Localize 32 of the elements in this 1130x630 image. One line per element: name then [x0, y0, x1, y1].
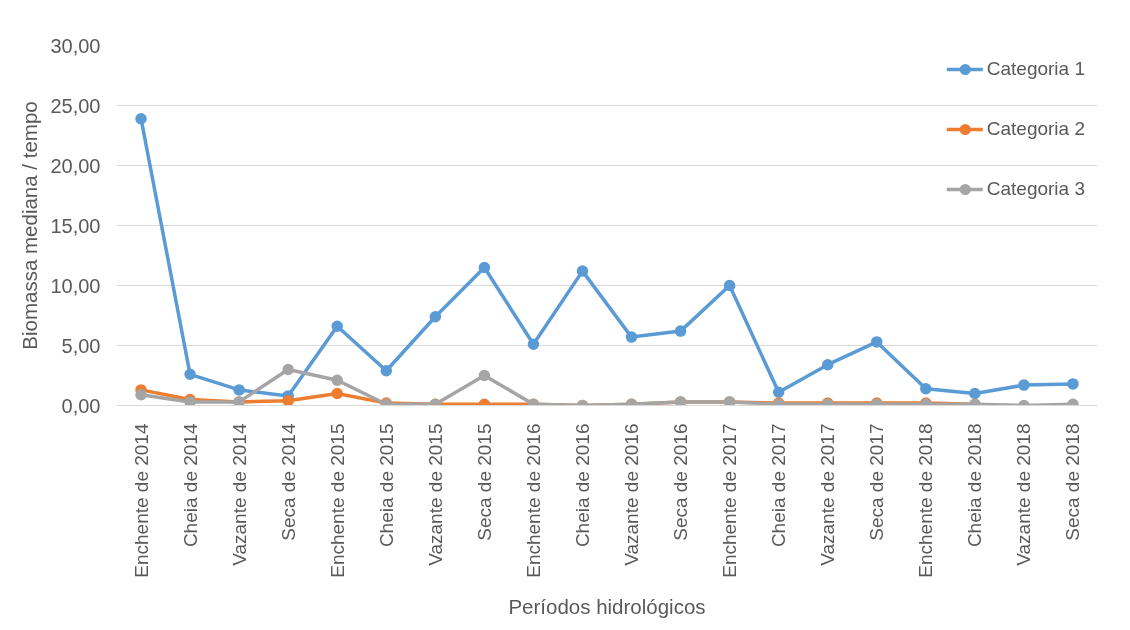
x-tick-label: Enchente de 2016 [522, 423, 544, 578]
legend-label: Categoria 2 [986, 118, 1085, 140]
x-tick-label: Seca de 2015 [473, 423, 495, 541]
x-tick-label: Vazante de 2016 [621, 423, 643, 566]
y-tick-label: 20,00 [50, 154, 101, 177]
y-tick-label: 0,00 [61, 394, 101, 417]
x-tick-label: Vazante de 2018 [1013, 423, 1035, 566]
y-axis-title: Biomassa mediana / tempo [18, 101, 42, 350]
x-tick-label: Vazante de 2017 [817, 423, 839, 566]
x-tick-label: Enchente de 2017 [719, 423, 741, 578]
x-tick-label: Cheia de 2016 [571, 423, 593, 548]
y-tick-label: 5,00 [61, 334, 101, 357]
x-tick-label: Cheia de 2015 [375, 423, 397, 548]
x-tick-label: Cheia de 2017 [768, 423, 790, 548]
x-tick-label: Cheia de 2018 [964, 423, 986, 548]
y-tick-label: 30,00 [50, 34, 101, 57]
x-tick-label: Cheia de 2014 [179, 423, 201, 548]
y-tick-label: 10,00 [50, 274, 101, 297]
x-tick-label: Vazante de 2014 [228, 423, 250, 566]
legend-label: Categoria 3 [986, 178, 1085, 200]
x-tick-label: Seca de 2017 [866, 423, 888, 541]
x-tick-label: Enchente de 2015 [326, 423, 348, 578]
x-tick-label: Vazante de 2015 [424, 423, 446, 566]
x-tick-label: Enchente de 2018 [915, 423, 937, 578]
x-tick-label: Seca de 2018 [1062, 423, 1084, 541]
y-tick-label: 25,00 [50, 94, 101, 117]
x-axis-title: Períodos hidrológicos [508, 594, 706, 618]
x-tick-label: Seca de 2014 [277, 423, 299, 541]
x-tick-label: Seca de 2016 [670, 423, 692, 541]
x-tick-label: Enchente de 2014 [130, 423, 152, 578]
legend-label: Categoria 1 [986, 58, 1085, 80]
y-tick-label: 15,00 [50, 214, 101, 237]
